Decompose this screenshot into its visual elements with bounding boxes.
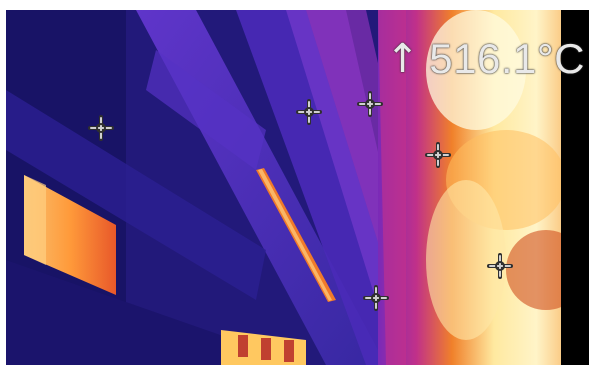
crosshair-icon[interactable]	[425, 142, 451, 168]
crosshair-icon[interactable]	[296, 99, 322, 125]
thermal-image-viewport: ↑ 516.1°C	[6, 10, 589, 365]
crosshair-icon[interactable]	[363, 285, 389, 311]
max-temperature-readout: ↑ 516.1°C	[386, 38, 585, 80]
temperature-value: 516.1°C	[429, 35, 585, 82]
crosshair-icon[interactable]	[487, 253, 513, 279]
arrow-up-icon: ↑	[385, 36, 420, 82]
thermal-image	[6, 10, 589, 365]
crosshair-icon[interactable]	[88, 115, 114, 141]
crosshair-icon[interactable]	[357, 91, 383, 117]
